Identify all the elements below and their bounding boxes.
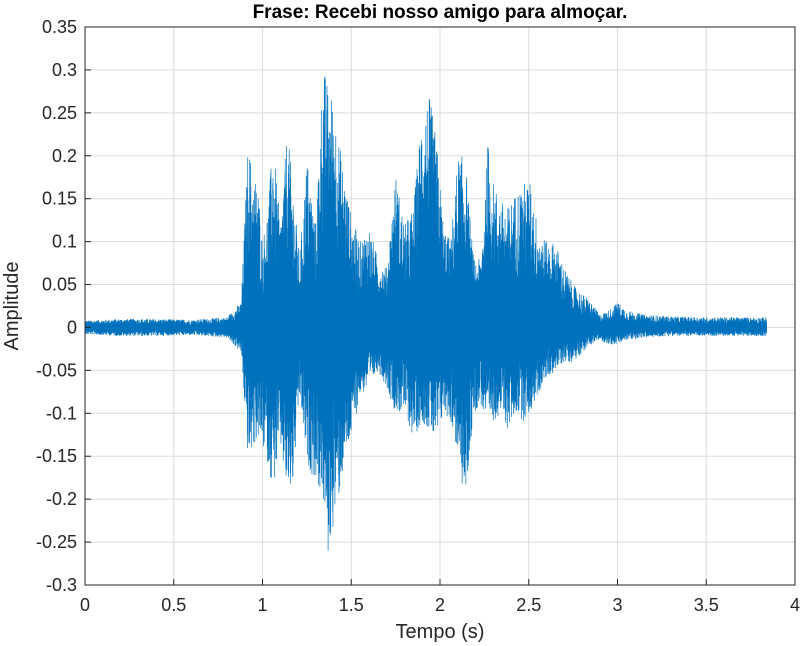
y-tick-label: -0.2 bbox=[46, 489, 77, 509]
y-tick-label: 0.1 bbox=[52, 232, 77, 252]
x-tick-label: 1 bbox=[257, 595, 267, 615]
axis-ticks: 0 0.5 1 1.5 2 2.5 3 3.5 4 0.35 0.3 0.25 0.2 0.15 0.1 0.… bbox=[36, 17, 800, 615]
y-axis-label: Amplitude bbox=[1, 262, 23, 351]
y-tick-label: 0.05 bbox=[42, 275, 77, 295]
x-tick-label: 2.5 bbox=[516, 595, 541, 615]
y-tick-label: 0.3 bbox=[52, 60, 77, 80]
y-tick-label: 0.15 bbox=[42, 189, 77, 209]
y-tick-label: -0.25 bbox=[36, 532, 77, 552]
y-tick-label: -0.1 bbox=[46, 403, 77, 423]
y-tick-label: -0.3 bbox=[46, 575, 77, 595]
x-tick-label: 1.5 bbox=[339, 595, 364, 615]
x-tick-label: 3 bbox=[612, 595, 622, 615]
x-tick-label: 0.5 bbox=[161, 595, 186, 615]
y-tick-label: -0.05 bbox=[36, 360, 77, 380]
x-tick-label: 4 bbox=[790, 595, 800, 615]
y-tick-label: 0.2 bbox=[52, 146, 77, 166]
x-tick-label: 2 bbox=[435, 595, 445, 615]
x-tick-label: 3.5 bbox=[694, 595, 719, 615]
y-tick-label: -0.15 bbox=[36, 446, 77, 466]
waveform-series bbox=[84, 76, 767, 551]
y-tick-label: 0.25 bbox=[42, 103, 77, 123]
chart-title: Frase: Recebi nosso amigo para almoçar. bbox=[253, 2, 628, 23]
waveform-line bbox=[84, 76, 767, 551]
y-tick-label: 0 bbox=[67, 317, 77, 337]
x-tick-label: 0 bbox=[80, 595, 90, 615]
y-tick-label: 0.35 bbox=[42, 17, 77, 37]
x-axis-label: Tempo (s) bbox=[396, 621, 485, 643]
